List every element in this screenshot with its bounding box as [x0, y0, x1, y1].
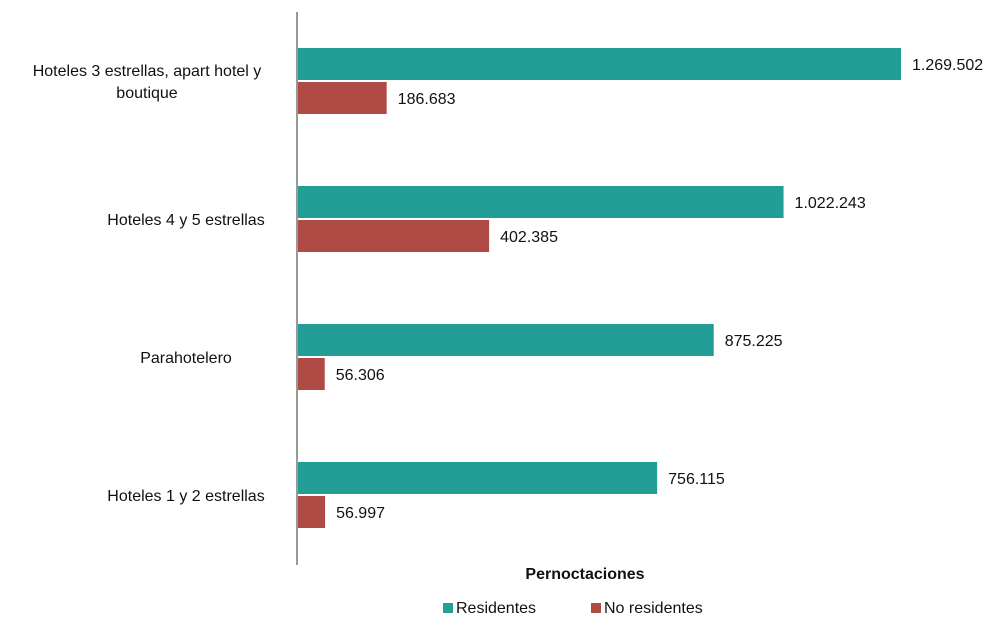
category-label-2: Parahotelero — [140, 350, 232, 367]
value-label-residentes-1: 1.022.243 — [795, 195, 866, 212]
value-label-residentes-0: 1.269.502 — [912, 57, 983, 74]
category-label-line: boutique — [116, 85, 177, 102]
bar-residentes-3 — [298, 462, 658, 494]
bar-residentes-1 — [298, 186, 784, 218]
value-label-no-residentes-3: 56.997 — [336, 505, 385, 522]
legend-label-residentes: Residentes — [456, 600, 536, 617]
bar-residentes-0 — [298, 48, 901, 80]
legend-label-no-residentes: No residentes — [604, 600, 703, 617]
bars — [298, 48, 901, 528]
bar-no-residentes-0 — [298, 82, 387, 114]
bar-no-residentes-1 — [298, 220, 490, 252]
legend-swatch-residentes — [443, 603, 453, 613]
value-label-residentes-3: 756.115 — [668, 471, 725, 488]
x-axis-title: Pernoctaciones — [525, 566, 644, 583]
category-label-0: Hoteles 3 estrellas, apart hotel y boutiq… — [33, 63, 262, 102]
category-labels: Hoteles 3 estrellas, apart hotel y boutiq… — [33, 63, 265, 505]
category-label-line: Hoteles 1 y 2 estrellas — [107, 488, 264, 505]
bar-no-residentes-2 — [298, 358, 325, 390]
value-label-residentes-2: 875.225 — [725, 333, 783, 350]
bar-no-residentes-3 — [298, 496, 326, 528]
value-label-no-residentes-2: 56.306 — [336, 367, 385, 384]
legend: Residentes No residentes — [443, 600, 703, 617]
value-labels: 1.269.502 186.683 1.022.243 402.385 875.225 5… — [336, 57, 984, 522]
category-label-3: Hoteles 1 y 2 estrellas — [107, 488, 264, 505]
category-label-line: Parahotelero — [140, 350, 232, 367]
category-label-line: Hoteles 3 estrellas, apart hotel y — [33, 63, 262, 80]
category-label-1: Hoteles 4 y 5 estrellas — [107, 212, 264, 229]
category-label-line: Hoteles 4 y 5 estrellas — [107, 212, 264, 229]
value-label-no-residentes-1: 402.385 — [500, 229, 558, 246]
legend-swatch-no-residentes — [591, 603, 601, 613]
value-label-no-residentes-0: 186.683 — [398, 91, 456, 108]
bar-residentes-2 — [298, 324, 714, 356]
